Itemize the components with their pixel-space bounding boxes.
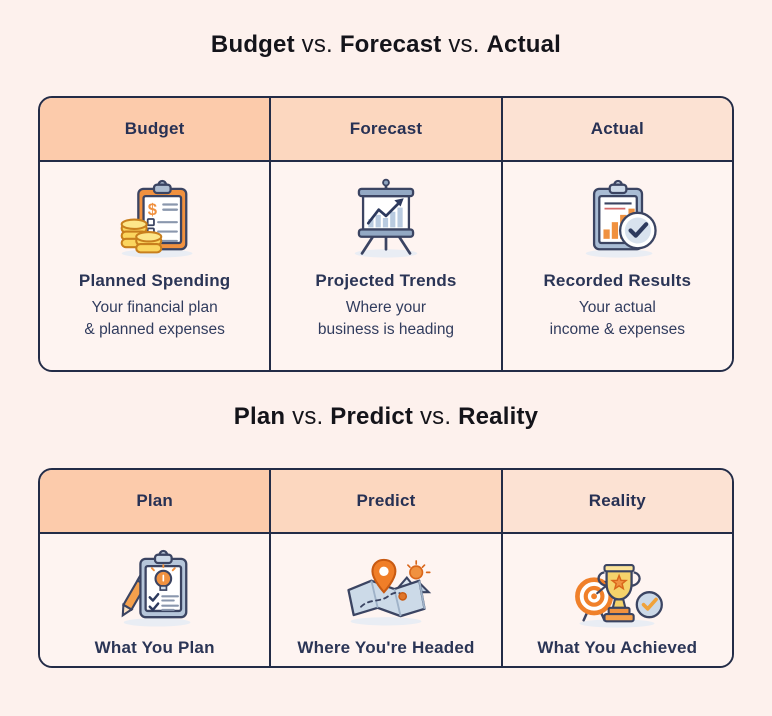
plan-clipboard-pencil-icon xyxy=(121,549,191,627)
budget-column-cell: $ xyxy=(40,162,270,370)
reality-cell-label: What You Achieved xyxy=(537,638,698,657)
budget-section-title: Budget vs. Forecast vs. Actual xyxy=(0,31,772,59)
actual-cell-title: Recorded Results xyxy=(543,271,692,290)
title-word-budget: Budget xyxy=(210,31,295,58)
header-cell-forecast: Forecast xyxy=(269,98,501,160)
title-vs-separator: vs. xyxy=(419,403,452,430)
plan-section-title: Plan vs. Predict vs. Reality xyxy=(0,403,772,431)
actual-cell-description: Your actual income & expenses xyxy=(549,299,685,338)
title-word-reality: Reality xyxy=(458,403,539,430)
predict-map-pin-icon xyxy=(347,558,432,626)
forecast-cell-description: Where your business is heading xyxy=(317,299,455,338)
forecast-cell-title: Projected Trends xyxy=(315,271,457,290)
title-vs-separator: vs. xyxy=(448,31,480,58)
plan-table-header-row: Plan Predict Reality xyxy=(40,470,732,534)
actual-clipboard-check-icon xyxy=(586,179,657,258)
budget-comparison-table: Budget Forecast Actual $ xyxy=(38,96,734,372)
reality-trophy-target-icon xyxy=(575,564,664,628)
reality-column-cell: What You Achieved xyxy=(500,534,732,666)
budget-table-header-row: Budget Forecast Actual xyxy=(40,98,732,162)
predict-cell-label: Where You're Headed xyxy=(297,638,475,657)
title-vs-separator: vs. xyxy=(301,31,333,58)
title-word-forecast: Forecast xyxy=(339,31,442,58)
header-cell-predict: Predict xyxy=(269,470,501,532)
title-word-actual: Actual xyxy=(486,31,562,58)
header-cell-budget: Budget xyxy=(40,98,270,160)
predict-column-cell: Where You're Headed xyxy=(269,534,501,666)
budget-clipboard-coins-icon: $ xyxy=(120,179,193,258)
svg-text:$: $ xyxy=(147,200,157,219)
header-cell-actual: Actual xyxy=(500,98,732,160)
forecast-column-cell: Projected Trends Where your business is … xyxy=(269,162,501,370)
header-cell-reality: Reality xyxy=(500,470,732,532)
plan-comparison-table: Plan Predict Reality xyxy=(38,468,734,668)
actual-column-cell: Recorded Results Your actual income & ex… xyxy=(500,162,732,370)
forecast-presentation-chart-icon xyxy=(354,178,418,258)
header-cell-plan: Plan xyxy=(40,470,270,532)
title-word-predict: Predict xyxy=(330,403,414,430)
title-vs-separator: vs. xyxy=(292,403,324,430)
budget-cell-title: Planned Spending xyxy=(78,271,231,290)
title-word-plan: Plan xyxy=(233,403,286,430)
budget-table-body-row: $ xyxy=(40,162,732,370)
plan-table-body-row: What You Plan xyxy=(40,534,732,666)
budget-cell-description: Your financial plan & planned expenses xyxy=(84,299,225,338)
plan-cell-label: What You Plan xyxy=(94,638,215,657)
plan-column-cell: What You Plan xyxy=(40,534,270,666)
